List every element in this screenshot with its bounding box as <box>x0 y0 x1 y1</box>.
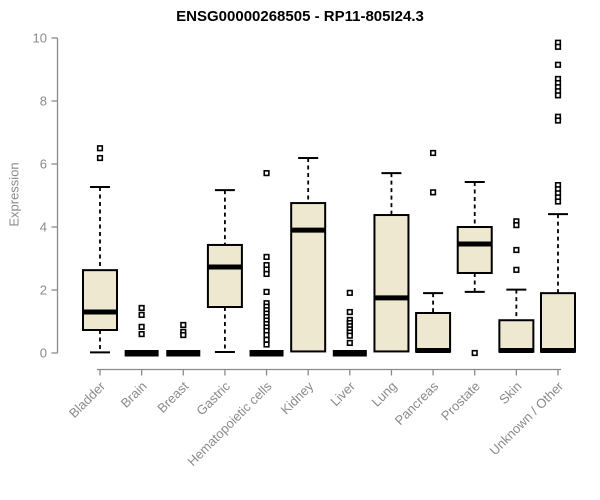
chart-title: ENSG00000268505 - RP11-805I24.3 <box>176 8 424 25</box>
outlier-point <box>180 331 187 339</box>
x-tick-label: Liver <box>327 378 358 409</box>
y-tick-label: 0 <box>40 346 47 361</box>
x-tick-label: Breast <box>154 378 191 415</box>
outlier-point <box>346 289 353 296</box>
outlier-point <box>263 331 270 339</box>
outlier-point <box>263 336 270 343</box>
box-Prostate <box>456 226 493 274</box>
outlier-point <box>96 154 104 162</box>
outlier-point <box>138 311 145 318</box>
outlier-point <box>138 323 145 330</box>
box-Bladder <box>82 269 118 332</box>
box-Gastric <box>206 243 243 309</box>
y-tick-label: 6 <box>40 157 47 172</box>
outlier-point <box>96 145 104 152</box>
outlier-point <box>346 308 353 316</box>
collapsed-box <box>166 350 201 357</box>
box-Unknown / Other <box>539 292 576 353</box>
outlier-point <box>554 61 562 68</box>
outlier-point <box>180 321 187 329</box>
collapsed-box <box>124 350 159 357</box>
x-tick-label: Pancreas <box>392 378 442 428</box>
outlier-point <box>263 253 270 261</box>
outlier-point <box>554 43 562 50</box>
outlier-point <box>346 332 353 339</box>
outlier-point <box>554 198 562 205</box>
x-tick-label: Lung <box>369 379 400 410</box>
outlier-point <box>513 222 520 229</box>
outlier-point <box>513 266 520 273</box>
outlier-point <box>346 339 353 347</box>
x-tick-label: Skin <box>496 379 524 407</box>
box-Pancreas <box>415 311 452 353</box>
y-tick-label: 10 <box>33 31 47 46</box>
x-tick-label: Prostate <box>438 379 483 424</box>
outlier-point <box>263 341 270 348</box>
y-tick-label: 4 <box>40 220 47 235</box>
outlier-point <box>554 92 562 99</box>
box-Lung <box>373 214 410 353</box>
outlier-point <box>138 304 145 312</box>
x-tick-label: Gastric <box>193 378 233 418</box>
outlier-point <box>263 270 270 278</box>
outlier-point <box>554 117 562 124</box>
outlier-point <box>429 189 437 196</box>
outlier-point <box>513 246 520 254</box>
collapsed-box <box>332 350 367 357</box>
x-tick-label: Unknown / Other <box>487 378 567 458</box>
y-tick-label: 8 <box>40 94 47 109</box>
collapsed-box <box>249 350 284 357</box>
outlier-point <box>263 288 270 295</box>
box-Kidney <box>290 202 327 353</box>
x-tick-label: Bladder <box>66 378 109 421</box>
y-tick-label: 2 <box>40 283 47 298</box>
outlier-point <box>138 330 145 338</box>
outlier-point <box>471 349 478 357</box>
outlier-point <box>429 149 437 157</box>
box-Skin <box>498 319 535 353</box>
x-tick-label: Brain <box>118 379 150 411</box>
outlier-point <box>263 170 270 177</box>
x-tick-label: Kidney <box>278 378 317 417</box>
